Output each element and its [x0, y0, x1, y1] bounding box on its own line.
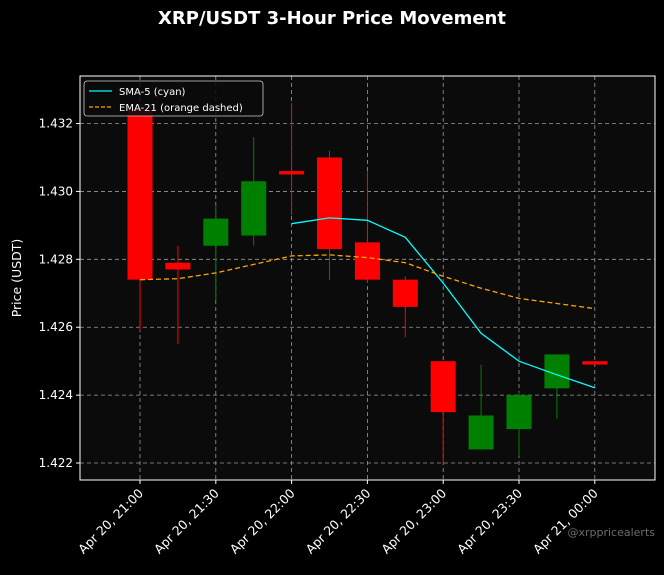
x-tick-label: Apr 20, 23:00	[378, 485, 449, 556]
candle	[582, 361, 608, 365]
candle	[506, 391, 532, 457]
y-tick-label: 1.430	[39, 184, 73, 198]
x-tick-label: Apr 20, 23:30	[454, 485, 525, 556]
legend-label: SMA-5 (cyan)	[119, 87, 186, 98]
y-axis-label: Price (USDT)	[9, 239, 24, 318]
candle	[468, 364, 494, 450]
y-tick-label: 1.426	[39, 320, 73, 334]
x-tick-label: Apr 21, 00:00	[530, 485, 601, 556]
legend-box	[83, 80, 264, 117]
candle-body	[241, 181, 267, 236]
candles	[127, 103, 608, 464]
candle	[392, 276, 418, 338]
candle	[317, 150, 342, 280]
candle	[203, 205, 229, 301]
y-tick-label: 1.424	[39, 388, 73, 402]
y-tick-label: 1.428	[39, 252, 73, 266]
legend-label: EMA-21 (orange dashed)	[119, 103, 243, 114]
candle-body	[354, 242, 380, 280]
candle-body	[279, 171, 305, 175]
x-tick-label: Apr 20, 22:00	[227, 485, 298, 556]
candle-body	[582, 361, 608, 365]
candle-body	[165, 262, 191, 270]
watermark: @xrppricealerts	[567, 526, 655, 539]
candle-body	[392, 279, 418, 307]
y-tick-label: 1.432	[39, 117, 73, 131]
legend: SMA-5 (cyan) EMA-21 (orange dashed)	[83, 80, 264, 117]
candle	[354, 171, 380, 284]
series-line	[139, 254, 595, 310]
candle-body	[506, 395, 532, 430]
candle-body	[203, 218, 229, 246]
candle	[165, 245, 191, 345]
candle-body	[468, 415, 494, 450]
x-tick-label: Apr 20, 21:30	[151, 485, 222, 556]
x-tick-label: Apr 20, 21:00	[75, 485, 146, 556]
candle	[127, 106, 153, 331]
chart-title: XRP/USDT 3-Hour Price Movement	[158, 8, 506, 29]
y-tick-label: 1.422	[39, 456, 73, 470]
candle-body	[317, 157, 342, 250]
candle	[430, 361, 456, 464]
indicator-lines	[139, 217, 596, 389]
candle-body	[127, 109, 153, 280]
x-tick-label: Apr 20, 22:30	[302, 485, 373, 556]
series-line	[291, 217, 596, 389]
candle	[241, 137, 267, 246]
candle	[279, 103, 305, 216]
candle-body	[430, 361, 456, 413]
